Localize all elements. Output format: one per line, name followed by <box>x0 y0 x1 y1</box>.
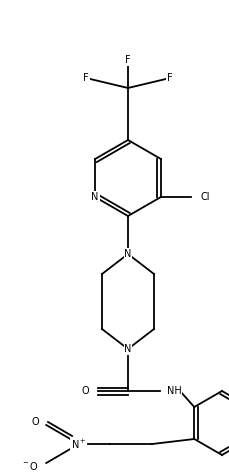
Text: NH: NH <box>166 386 181 396</box>
Text: F: F <box>83 73 88 83</box>
Text: N: N <box>91 192 98 202</box>
Text: F: F <box>166 73 172 83</box>
Text: Cl: Cl <box>199 192 209 202</box>
Text: N$^+$: N$^+$ <box>70 438 86 451</box>
Text: O: O <box>31 417 39 427</box>
Text: O: O <box>81 386 88 396</box>
Text: F: F <box>125 55 130 65</box>
Text: N: N <box>124 344 131 354</box>
Text: N: N <box>124 249 131 259</box>
Text: $^-$O: $^-$O <box>21 460 39 472</box>
